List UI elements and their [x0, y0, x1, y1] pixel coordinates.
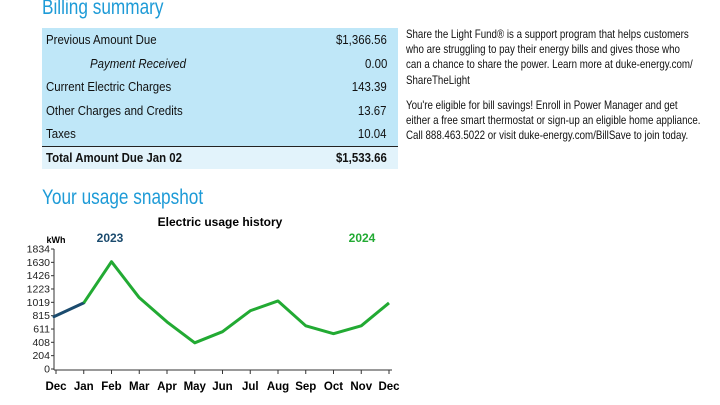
y-axis-label: kWh [47, 235, 66, 245]
y-tick-label: 408 [32, 337, 50, 349]
total-row: Total Amount Due Jan 02 $1,533.66 [42, 145, 398, 169]
message-line: Share the Light Fund® is a support progr… [406, 28, 689, 41]
billing-row: Previous Amount Due $1,366.56 [42, 28, 398, 52]
row-label: Previous Amount Due [46, 32, 157, 47]
y-tick-label: 1223 [27, 283, 51, 295]
message-paragraph: You're eligible for bill savings! Enroll… [406, 98, 720, 144]
billing-row: Taxes 10.04 [42, 122, 398, 146]
row-label: Payment Received [90, 55, 187, 71]
x-tick-label: Dec [378, 381, 400, 393]
usage-title: Your usage snapshot [42, 186, 204, 209]
y-tick-label: 1426 [27, 270, 51, 282]
legend-label: 2023 [97, 231, 124, 245]
x-tick-label: Dec [45, 381, 67, 393]
billing-table: Previous Amount Due $1,366.56 Payment Rece… [42, 28, 398, 169]
x-tick-label: Apr [157, 381, 177, 393]
total-amount: $1,533.66 [336, 149, 387, 165]
row-amount: 13.67 [358, 102, 387, 118]
usage-line-connector [52, 301, 86, 319]
message-line: Call 888.463.5022 or visit duke-energy.c… [406, 129, 689, 143]
total-label: Total Amount Due Jan 02 [46, 149, 183, 165]
message-line: You're eligible for bill savings! Enroll… [406, 98, 678, 112]
message-line: either a free smart thermostat or sign-u… [406, 114, 701, 128]
row-amount: 0.00 [364, 55, 387, 71]
y-tick-label: 204 [32, 350, 50, 362]
y-tick-label: 1019 [27, 297, 51, 309]
y-tick-label: 1630 [27, 257, 51, 269]
row-label: Taxes [46, 126, 76, 141]
x-tick-label: May [184, 381, 207, 393]
chart-title: Electric usage history [158, 215, 283, 229]
usage-line [82, 260, 390, 345]
y-tick-label: 0 [44, 364, 50, 376]
y-tick-label: 1834 [27, 244, 51, 256]
message-line: ShareTheLight [406, 73, 470, 87]
billing-row: Other Charges and Credits 13.67 [42, 99, 398, 123]
x-tick-label: Oct [324, 381, 343, 393]
billing-row: Current Electric Charges 143.39 [42, 75, 398, 99]
x-tick-label: Feb [101, 381, 121, 393]
row-amount: 143.39 [352, 79, 387, 94]
row-label: Other Charges and Credits [46, 102, 183, 118]
x-tick-label: Jan [74, 381, 94, 393]
row-amount: 10.04 [358, 126, 387, 141]
x-tick-label: Jun [212, 381, 232, 393]
billing-title: Billing summary [42, 0, 164, 19]
x-tick-label: Sep [295, 381, 316, 393]
x-tick-label: Mar [129, 381, 150, 393]
y-tick-label: 815 [32, 310, 50, 322]
message-line: can a chance to share the power. Learn m… [406, 58, 693, 72]
x-tick-label: Jul [242, 381, 259, 393]
row-label: Current Electric Charges [46, 79, 172, 94]
messages: Share the Light Fund® is a support progr… [406, 27, 720, 143]
billing-row: Payment Received 0.00 [42, 52, 398, 76]
x-tick-label: Nov [350, 381, 372, 393]
message-line: who are struggling to pay their energy b… [406, 43, 680, 57]
legend-label: 2024 [349, 231, 376, 245]
message-paragraph: Share the Light Fund® is a support progr… [406, 27, 720, 88]
row-amount: $1,366.56 [336, 32, 387, 47]
x-tick-label: Aug [267, 381, 289, 393]
y-tick-label: 611 [33, 324, 50, 336]
